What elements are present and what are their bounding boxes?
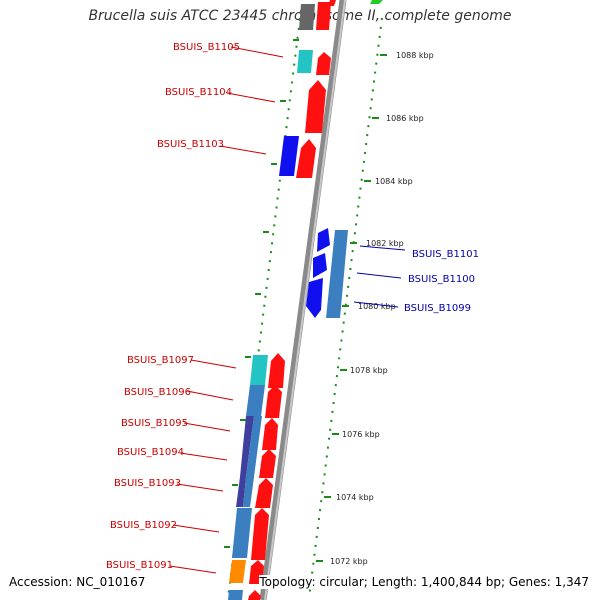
gene-bsuis-b1093[interactable]: BSUIS_B1093 xyxy=(114,477,273,508)
label-bsuis-b1101: BSUIS_B1101 xyxy=(412,249,479,260)
label-bsuis-b1093: BSUIS_B1093 xyxy=(114,478,181,489)
label-bsuis-b1099: BSUIS_B1099 xyxy=(404,303,471,314)
gene-bsuis-b1104[interactable]: BSUIS_B1104 xyxy=(165,80,326,133)
gene-bsuis-b1097[interactable]: BSUIS_B1097 xyxy=(127,353,285,388)
gene-bsuis-b1100[interactable]: BSUIS_B1100 xyxy=(313,253,475,285)
label-bsuis-b1096: BSUIS_B1096 xyxy=(124,387,191,398)
label-bsuis-b1105: BSUIS_B1105 xyxy=(173,42,240,53)
tick-label-1084: 1084 kbp xyxy=(375,177,413,186)
scale-tick-1072: 1072 kbp xyxy=(316,557,368,566)
scale-tick-1080: 1080 kbp xyxy=(342,302,396,311)
gene-bsuis-b1103[interactable]: BSUIS_B1103 xyxy=(157,136,316,178)
gene-bsuis-b1096[interactable]: BSUIS_B1096 xyxy=(124,385,282,418)
outer-dotted-track xyxy=(308,17,383,599)
gene-bsuis-b1092[interactable]: BSUIS_B1092 xyxy=(110,508,269,560)
tick-label-1086: 1086 kbp xyxy=(386,114,424,123)
tick-label-1074: 1074 kbp xyxy=(336,493,374,502)
gene-bsuis-b1094[interactable]: BSUIS_B1094 xyxy=(117,446,276,478)
scale-tick-1084: 1084 kbp xyxy=(364,177,413,186)
scale-tick-1086: 1086 kbp xyxy=(372,114,424,123)
gene-bsuis-b1099[interactable]: BSUIS_B1099 xyxy=(306,278,471,318)
gene-bsuis-b1091[interactable]: BSUIS_B1091 xyxy=(106,560,264,600)
scale-tick-1076: 1076 kbp xyxy=(332,430,380,439)
label-bsuis-b1091: BSUIS_B1091 xyxy=(106,560,173,571)
scale-tick-1074: 1074 kbp xyxy=(324,493,374,502)
label-bsuis-b1094: BSUIS_B1094 xyxy=(117,447,184,458)
gene-partial-top[interactable] xyxy=(299,0,383,30)
gene-bsuis-b1101[interactable]: BSUIS_B1101 xyxy=(317,228,479,318)
tick-label-1082: 1082 kbp xyxy=(366,239,404,248)
accession-text: Accession: NC_010167 xyxy=(9,575,146,589)
scale-tick-1082: 1082 kbp xyxy=(350,239,404,248)
label-bsuis-b1100: BSUIS_B1100 xyxy=(408,274,475,285)
tick-label-1078: 1078 kbp xyxy=(350,366,388,375)
label-bsuis-b1104: BSUIS_B1104 xyxy=(165,87,232,98)
label-bsuis-b1103: BSUIS_B1103 xyxy=(157,139,224,150)
gene-bsuis-b1095[interactable]: BSUIS_B1095 xyxy=(121,416,278,450)
label-bsuis-b1097: BSUIS_B1097 xyxy=(127,355,194,366)
scale-tick-1078: 1078 kbp xyxy=(340,366,388,375)
tick-label-1088: 1088 kbp xyxy=(396,51,434,60)
scale-tick-1088: 1088 kbp xyxy=(380,51,434,60)
map-title: Brucella suis ATCC 23445 chromosome II, … xyxy=(88,8,512,24)
tick-label-1076: 1076 kbp xyxy=(342,430,380,439)
inner-track-dashes xyxy=(224,39,299,548)
gene-bsuis-b1105[interactable]: BSUIS_B1105 xyxy=(173,42,331,75)
backbone-line xyxy=(259,0,347,600)
tick-label-1072: 1072 kbp xyxy=(330,557,368,566)
label-bsuis-b1092: BSUIS_B1092 xyxy=(110,520,177,531)
tick-label-1080: 1080 kbp xyxy=(358,302,396,311)
label-bsuis-b1095: BSUIS_B1095 xyxy=(121,418,188,429)
genome-summary-text: Topology: circular; Length: 1,400,844 bp… xyxy=(259,575,589,589)
